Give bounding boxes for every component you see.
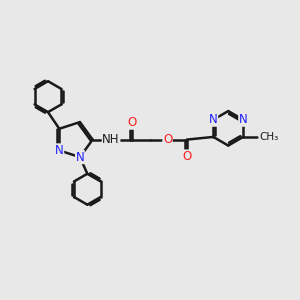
Text: O: O [163, 133, 172, 146]
Text: N: N [239, 113, 248, 126]
Text: N: N [55, 144, 64, 157]
Text: O: O [182, 150, 191, 163]
Text: N: N [76, 151, 84, 164]
Text: N: N [209, 113, 218, 126]
Text: O: O [127, 116, 136, 129]
Text: NH: NH [102, 133, 120, 146]
Text: CH₃: CH₃ [259, 132, 278, 142]
